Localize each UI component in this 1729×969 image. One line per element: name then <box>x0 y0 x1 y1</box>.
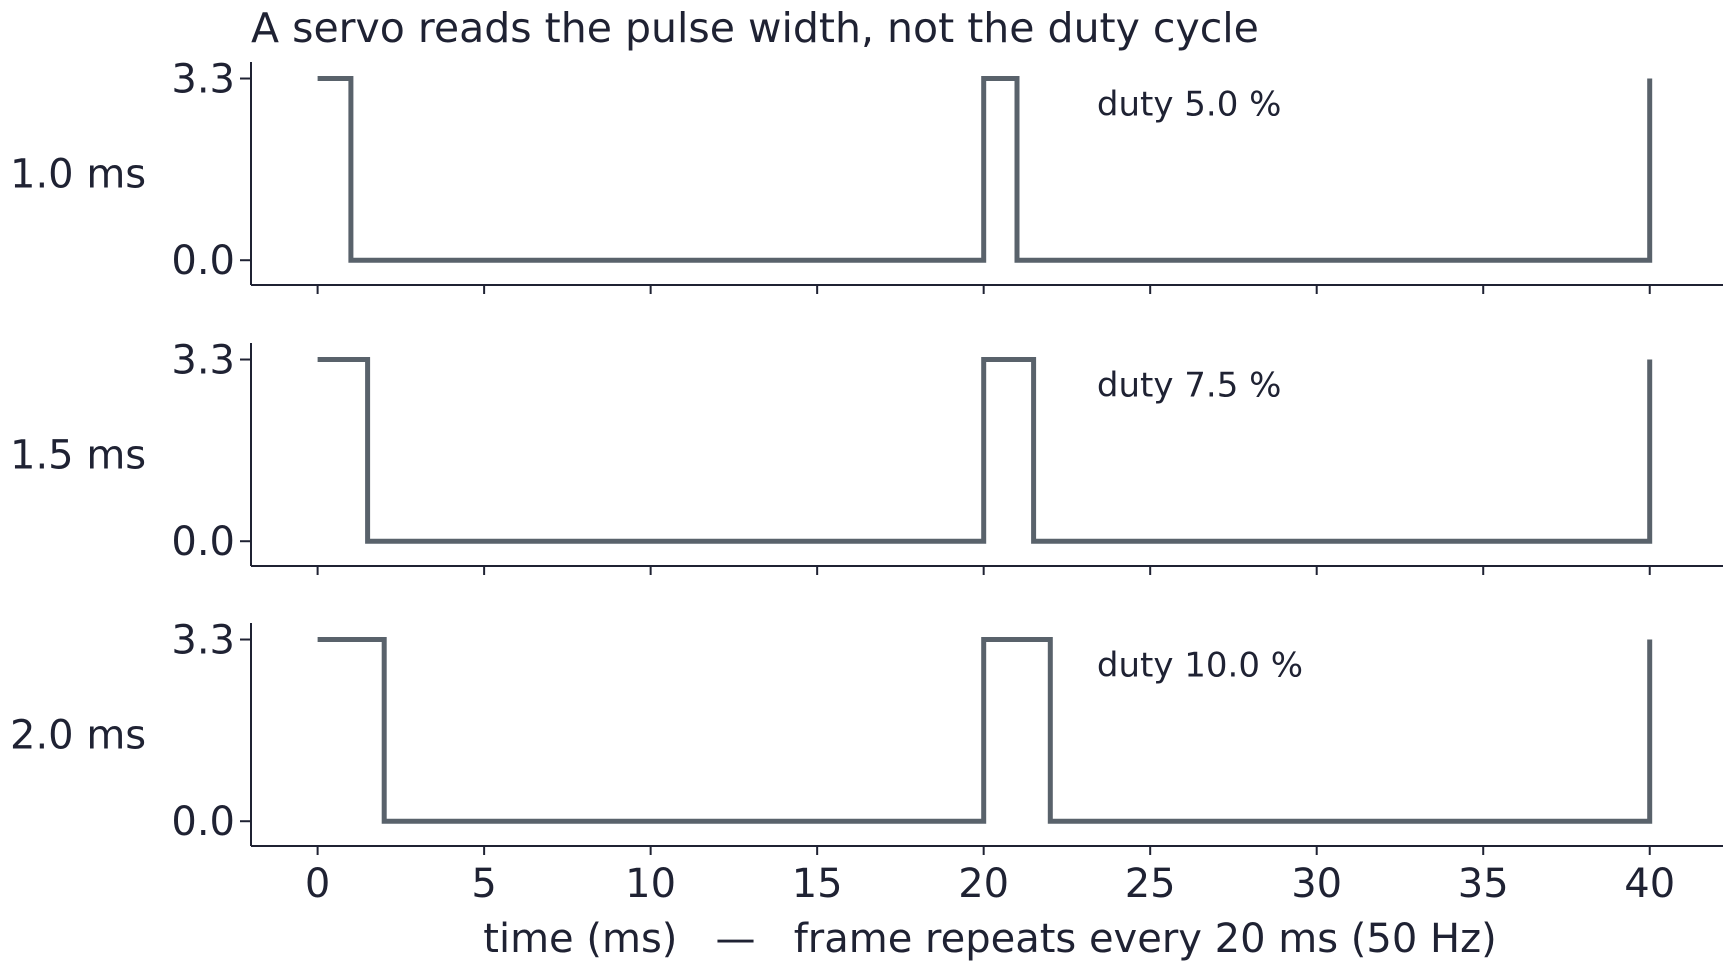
panels-layer: 0.0 3.3 1.0 ms duty 5.0 % 0.0 3.3 1.5 ms duty 7… <box>10 57 1723 907</box>
x-tick-label: 30 <box>1291 861 1342 907</box>
y-tick-label: 0.0 <box>171 238 235 284</box>
panel-row-label: 1.0 ms <box>10 152 146 198</box>
y-tick-label: 3.3 <box>171 57 235 103</box>
x-tick-label: 5 <box>471 861 496 907</box>
y-tick-label: 0.0 <box>171 519 235 565</box>
x-tick-label: 35 <box>1458 861 1509 907</box>
duty-annotation: duty 5.0 % <box>1097 85 1282 125</box>
chart-title: A servo reads the pulse width, not the d… <box>251 4 1259 52</box>
x-tick-label: 20 <box>958 861 1009 907</box>
panel-row-label: 1.5 ms <box>10 433 146 479</box>
duty-annotation: duty 10.0 % <box>1097 646 1303 686</box>
y-tick-label: 0.0 <box>171 799 235 845</box>
pwm-signal-line <box>317 76 1653 263</box>
y-tick-label: 3.3 <box>171 618 235 664</box>
x-tick-label: 10 <box>625 861 676 907</box>
x-tick-label: 15 <box>792 861 843 907</box>
x-tick-label: 0 <box>305 861 330 907</box>
x-axis-label: time (ms) — frame repeats every 20 ms (5… <box>483 916 1496 962</box>
panel-3: 0.0 3.3 0 5 10 15 20 25 30 35 40 2.0 ms duty 10.0 % <box>10 618 1723 907</box>
panel-1: 0.0 3.3 1.0 ms duty 5.0 % <box>10 57 1723 294</box>
y-tick-label: 3.3 <box>171 338 235 384</box>
x-tick-label: 25 <box>1125 861 1176 907</box>
pwm-signal-line <box>317 637 1653 824</box>
panel-2: 0.0 3.3 1.5 ms duty 7.5 % <box>10 338 1723 575</box>
pwm-signal-line <box>317 357 1653 544</box>
x-tick-label: 40 <box>1624 861 1675 907</box>
panel-row-label: 2.0 ms <box>10 713 146 759</box>
duty-annotation: duty 7.5 % <box>1097 366 1282 406</box>
